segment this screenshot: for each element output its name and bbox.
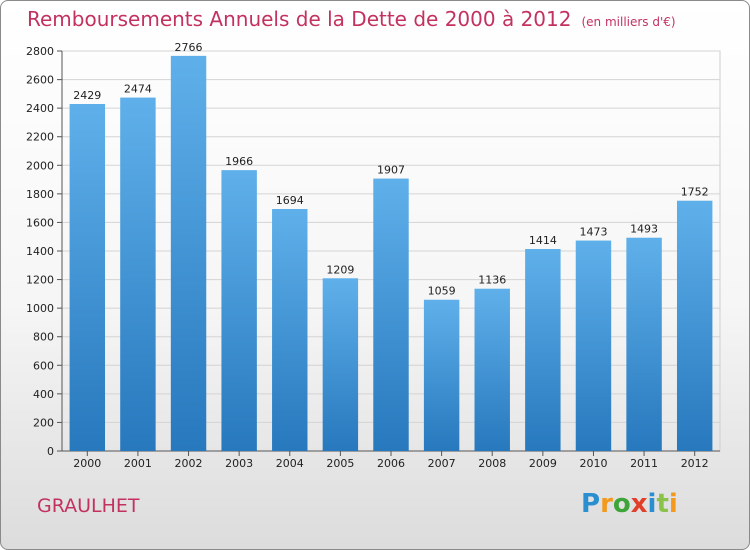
y-tick-label: 200 — [33, 416, 54, 429]
y-tick-label: 1200 — [26, 274, 54, 287]
x-tick-label: 2004 — [276, 457, 304, 470]
bar-value-label: 2474 — [124, 83, 152, 96]
x-tick-label: 2009 — [529, 457, 557, 470]
bar-value-label: 1473 — [579, 226, 607, 239]
y-tick-label: 2400 — [26, 102, 54, 115]
bar — [423, 299, 460, 451]
y-tick-label: 1000 — [26, 302, 54, 315]
proxiti-logo: Proxiti — [581, 489, 678, 519]
bar-value-label: 1966 — [225, 155, 253, 168]
bar-value-label: 2429 — [73, 89, 101, 102]
x-tick-label: 2011 — [630, 457, 658, 470]
bar — [575, 240, 612, 451]
bar-value-label: 2766 — [175, 41, 203, 54]
y-tick-label: 800 — [33, 331, 54, 344]
bar-value-label: 1414 — [529, 234, 557, 247]
bar — [120, 97, 156, 452]
x-tick-label: 2007 — [428, 457, 456, 470]
bar — [676, 200, 713, 451]
bar — [221, 170, 257, 451]
bar — [626, 237, 662, 451]
bar-value-label: 1752 — [681, 186, 709, 199]
x-tick-label: 2000 — [73, 457, 101, 470]
x-tick-label: 2006 — [377, 457, 405, 470]
y-tick-label: 1800 — [26, 188, 54, 201]
bar — [69, 104, 106, 451]
bar — [322, 278, 359, 451]
bar-value-label: 1907 — [377, 164, 405, 177]
x-tick-label: 2001 — [124, 457, 152, 470]
bar-value-label: 1209 — [326, 263, 354, 276]
bar-value-label: 1694 — [276, 194, 304, 207]
y-tick-label: 2200 — [26, 131, 54, 144]
y-tick-label: 2800 — [26, 45, 54, 58]
x-tick-label: 2003 — [225, 457, 253, 470]
chart-title: Remboursements Annuels de la Dette de 20… — [27, 7, 676, 31]
y-tick-label: 600 — [33, 359, 54, 372]
bar-value-label: 1493 — [630, 223, 658, 236]
city-name: GRAULHET — [37, 495, 140, 517]
x-tick-label: 2005 — [326, 457, 354, 470]
bar — [474, 288, 510, 451]
x-tick-label: 2012 — [681, 457, 709, 470]
y-tick-label: 1400 — [26, 245, 54, 258]
y-tick-label: 2000 — [26, 159, 54, 172]
bar-value-label: 1136 — [478, 274, 506, 287]
y-tick-label: 1600 — [26, 216, 54, 229]
bar — [272, 209, 308, 451]
y-tick-label: 2600 — [26, 74, 54, 87]
y-tick-label: 400 — [33, 388, 54, 401]
bar — [525, 249, 561, 451]
x-tick-label: 2010 — [579, 457, 607, 470]
bar-value-label: 1059 — [428, 285, 456, 298]
bar — [170, 55, 207, 451]
x-tick-label: 2002 — [175, 457, 203, 470]
chart-subtitle: (en milliers d'€) — [581, 15, 676, 29]
bar — [373, 178, 409, 452]
x-tick-label: 2008 — [478, 457, 506, 470]
y-tick-label: 0 — [47, 445, 54, 458]
